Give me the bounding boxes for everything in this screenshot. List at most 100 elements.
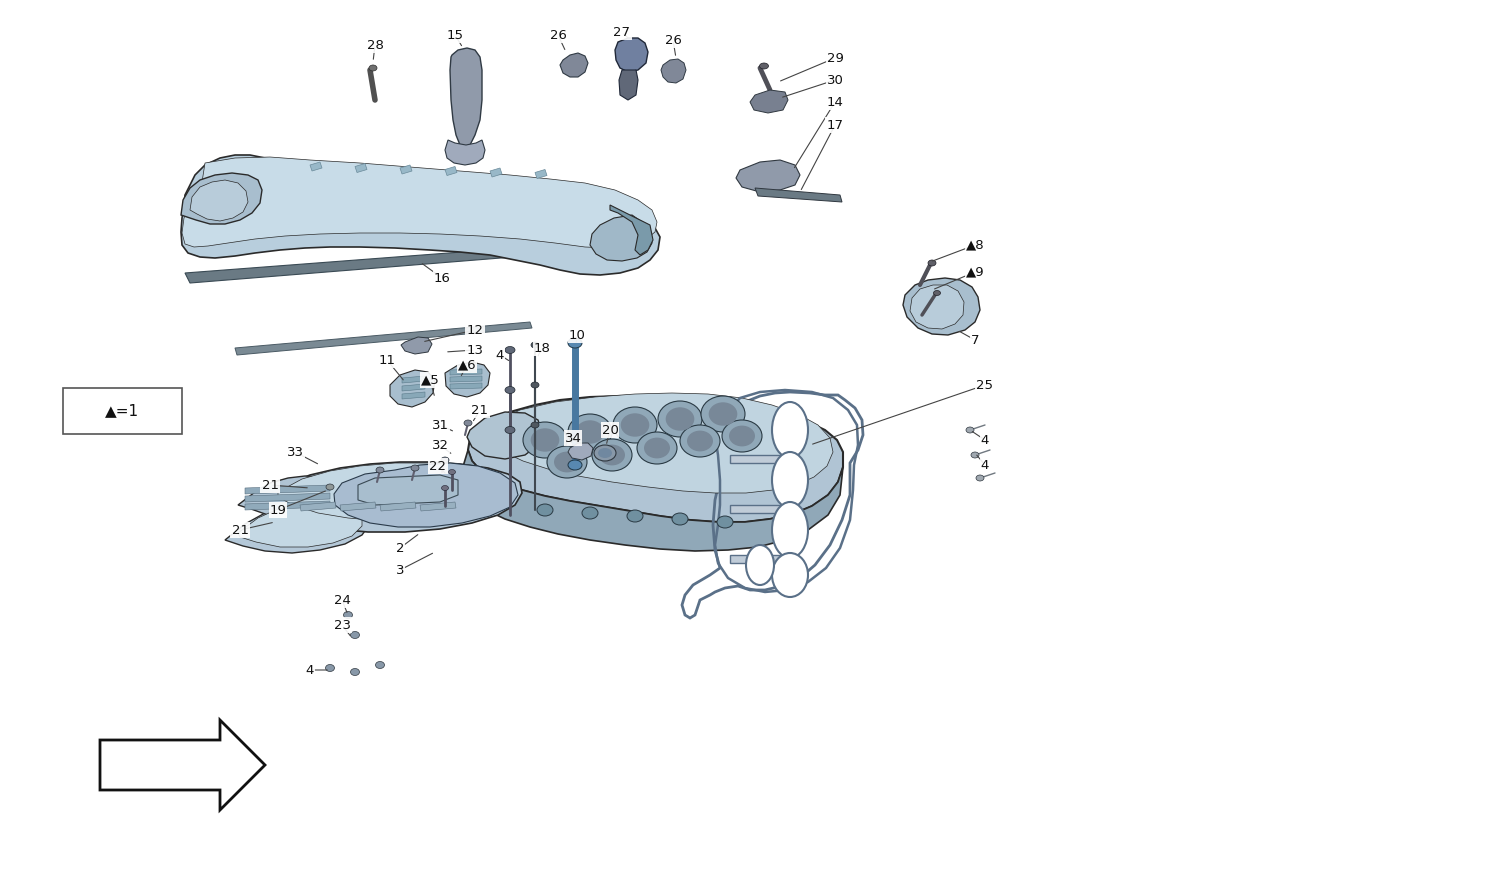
Ellipse shape (582, 507, 598, 519)
Ellipse shape (772, 502, 808, 558)
Polygon shape (590, 215, 652, 261)
Polygon shape (490, 393, 832, 493)
Text: 23: 23 (333, 619, 351, 632)
Bar (730, 455, 795, 463)
Polygon shape (278, 463, 510, 521)
Text: 19: 19 (270, 504, 286, 516)
Polygon shape (446, 140, 485, 165)
Ellipse shape (729, 425, 754, 447)
Text: 18: 18 (534, 342, 550, 354)
Polygon shape (446, 362, 491, 397)
Polygon shape (736, 160, 800, 192)
Polygon shape (903, 278, 980, 335)
Ellipse shape (687, 431, 712, 451)
Ellipse shape (537, 504, 554, 516)
Ellipse shape (672, 513, 688, 525)
Polygon shape (420, 502, 456, 511)
Polygon shape (910, 285, 964, 329)
Polygon shape (358, 475, 458, 505)
Ellipse shape (966, 427, 974, 433)
Ellipse shape (598, 448, 612, 458)
Ellipse shape (746, 545, 774, 585)
Text: ▲6: ▲6 (458, 359, 477, 371)
Text: 26: 26 (664, 34, 681, 46)
Polygon shape (450, 376, 482, 382)
Polygon shape (244, 485, 330, 494)
Ellipse shape (658, 401, 702, 437)
Ellipse shape (464, 420, 472, 426)
Polygon shape (300, 502, 336, 511)
Text: 2: 2 (396, 541, 405, 554)
Polygon shape (754, 188, 842, 202)
Ellipse shape (531, 428, 560, 452)
Text: 4: 4 (496, 349, 504, 361)
Polygon shape (100, 720, 266, 810)
Ellipse shape (700, 396, 746, 432)
Ellipse shape (680, 425, 720, 457)
Polygon shape (610, 205, 652, 255)
Ellipse shape (375, 661, 384, 668)
Ellipse shape (594, 445, 616, 461)
Polygon shape (402, 392, 424, 399)
Text: 15: 15 (447, 28, 464, 42)
Text: 29: 29 (827, 52, 843, 64)
Ellipse shape (524, 422, 567, 458)
Polygon shape (244, 493, 330, 502)
Ellipse shape (554, 451, 580, 473)
Ellipse shape (666, 408, 694, 431)
Text: 4: 4 (981, 433, 988, 447)
Text: 25: 25 (976, 378, 993, 392)
Text: 14: 14 (827, 95, 843, 109)
Ellipse shape (722, 420, 762, 452)
Text: 13: 13 (466, 344, 483, 357)
Ellipse shape (933, 290, 940, 295)
Polygon shape (380, 502, 416, 511)
Ellipse shape (369, 65, 376, 71)
Text: 28: 28 (366, 38, 384, 52)
Polygon shape (310, 162, 322, 171)
Bar (730, 505, 795, 513)
Ellipse shape (638, 432, 676, 464)
Ellipse shape (592, 439, 632, 471)
Text: 22: 22 (429, 459, 447, 473)
Ellipse shape (441, 457, 448, 463)
Text: 10: 10 (568, 328, 585, 342)
Text: 4: 4 (981, 458, 988, 472)
Polygon shape (620, 70, 638, 100)
Ellipse shape (568, 414, 612, 450)
Ellipse shape (644, 438, 670, 458)
Ellipse shape (772, 402, 808, 458)
Polygon shape (400, 165, 412, 174)
Polygon shape (468, 396, 843, 522)
Polygon shape (340, 502, 376, 511)
Text: 16: 16 (433, 271, 450, 285)
Ellipse shape (531, 422, 538, 428)
Ellipse shape (708, 402, 738, 425)
Text: ▲=1: ▲=1 (105, 403, 140, 418)
Ellipse shape (506, 346, 515, 353)
Polygon shape (238, 503, 362, 547)
Text: 34: 34 (564, 432, 582, 444)
Text: 21: 21 (261, 479, 279, 491)
Polygon shape (260, 462, 522, 532)
Ellipse shape (772, 452, 808, 508)
Ellipse shape (568, 338, 582, 348)
Polygon shape (546, 437, 573, 458)
Ellipse shape (448, 470, 456, 474)
Polygon shape (238, 476, 338, 517)
Text: ▲8: ▲8 (966, 239, 984, 252)
Text: 30: 30 (827, 74, 843, 86)
Text: ▲5: ▲5 (420, 374, 440, 386)
Ellipse shape (344, 611, 352, 619)
Text: 12: 12 (466, 323, 483, 336)
Polygon shape (568, 443, 592, 460)
Ellipse shape (351, 668, 360, 676)
Ellipse shape (717, 516, 734, 528)
Ellipse shape (976, 475, 984, 481)
Polygon shape (334, 463, 518, 527)
Text: 27: 27 (614, 26, 630, 38)
Ellipse shape (376, 467, 384, 473)
Polygon shape (356, 164, 368, 173)
Polygon shape (402, 376, 424, 383)
Ellipse shape (576, 420, 604, 444)
